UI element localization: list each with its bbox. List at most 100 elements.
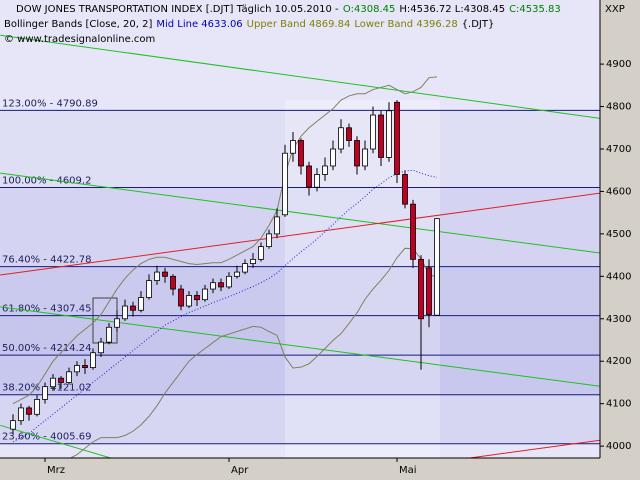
candle-body <box>370 114 376 150</box>
candle-body <box>234 271 240 277</box>
y-tick-label: 4700 <box>606 144 631 155</box>
trendline <box>0 424 111 458</box>
band-line <box>12 76 438 405</box>
fib-label: 50.00% - 4214.24 <box>2 343 91 354</box>
candle-body <box>178 288 184 307</box>
symbol: XXP <box>605 4 625 15</box>
candle-body <box>130 305 136 311</box>
header-part: Bollinger Bands [Close, 20, 2] <box>4 19 152 30</box>
header-part: DOW JONES TRANSPORTATION INDEX [.DJT] Tä… <box>16 4 339 15</box>
fib-zone <box>0 355 600 395</box>
candle-body <box>338 127 344 150</box>
candle-body <box>418 258 424 320</box>
fib-zone <box>0 187 600 267</box>
fib-label: 23.60% - 4005.69 <box>2 432 91 443</box>
header-part: O:4308.45 <box>343 4 395 15</box>
header-line: Bollinger Bands [Close, 20, 2] Mid Line 4… <box>4 19 494 30</box>
header: DOW JONES TRANSPORTATION INDEX [.DJT] Tä… <box>4 4 561 45</box>
y-tick-label: 4100 <box>606 399 631 410</box>
candle-body <box>330 148 336 167</box>
fib-label: 61.80% - 4307.45 <box>2 304 91 315</box>
candle-body <box>426 267 432 315</box>
header-part: © www.tradesignalonline.com <box>4 34 155 45</box>
fib-zone <box>0 266 600 316</box>
candle-body <box>202 288 208 301</box>
fib-label: 100.00% - 4609.2 <box>2 176 91 187</box>
header-part: Upper Band 4869.84 <box>247 19 351 30</box>
candle-body <box>346 127 352 141</box>
candle-body <box>434 218 440 316</box>
candle-body <box>58 377 64 383</box>
fib-zone <box>0 394 600 444</box>
trendline <box>0 172 600 254</box>
candle-body <box>298 140 304 167</box>
y-tick-label: 4900 <box>606 59 631 70</box>
candle-body <box>314 174 320 188</box>
candle-body <box>26 407 32 415</box>
candle-body <box>34 399 40 415</box>
trendline <box>0 192 600 276</box>
header-part: {.DJT} <box>462 19 495 30</box>
candle-body <box>266 233 272 248</box>
candle-body <box>186 295 192 307</box>
candle-body <box>106 326 112 343</box>
header-part: Mid Line 4633.06 <box>156 19 242 30</box>
candle-body <box>66 371 72 383</box>
x-tick-label: Apr <box>231 465 249 476</box>
header-part: Lower Band 4396.28 <box>354 19 457 30</box>
fib-label: 123.00% - 4790.89 <box>2 98 98 109</box>
candle-body <box>74 365 80 373</box>
candle-body <box>362 148 368 167</box>
candle-body <box>242 263 248 273</box>
x-tick-label: Mai <box>399 465 417 476</box>
candle-body <box>378 114 384 158</box>
candle-body <box>250 258 256 264</box>
candle-body <box>258 246 264 260</box>
candle-body <box>170 275 176 290</box>
candle-body <box>274 216 280 235</box>
y-tick-label: 4600 <box>606 186 631 197</box>
y-tick-label: 4000 <box>606 441 631 452</box>
candle-body <box>162 271 168 277</box>
candle-body <box>402 174 408 205</box>
candle-body <box>146 280 152 298</box>
band-line <box>69 247 438 458</box>
band-line <box>12 169 438 443</box>
candle-body <box>98 341 104 354</box>
candle-body <box>282 152 288 216</box>
candle-body <box>50 377 56 388</box>
candle-body <box>82 365 88 368</box>
axes: 4000 4100 4200 4300 4400 4500 4600 4700 4800 4900… <box>0 0 631 476</box>
zones <box>0 110 600 444</box>
candle-body <box>306 165 312 188</box>
y-tick-label: 4500 <box>606 229 631 240</box>
candle-body <box>122 305 128 320</box>
candle-body <box>114 318 120 328</box>
candle-body <box>10 420 16 430</box>
plot: 123.00% - 4790.89 100.00% - 4609.2 76.40% … <box>0 34 600 458</box>
y-tick-label: 4800 <box>606 102 631 113</box>
fib-label: 76.40% - 4422.78 <box>2 255 91 266</box>
candle-body <box>410 203 416 260</box>
candle-body <box>322 165 328 175</box>
trendline <box>469 439 600 458</box>
header-part: C:4535.83 <box>509 4 561 15</box>
candle-body <box>42 386 48 400</box>
candle-body <box>154 271 160 281</box>
trendline <box>0 306 600 387</box>
candle-body <box>226 275 232 288</box>
y-tick-label: 4300 <box>606 314 631 325</box>
candle-body <box>194 295 200 301</box>
candle-body <box>138 297 144 311</box>
candle-body <box>18 407 24 422</box>
candle-body <box>210 282 216 290</box>
candle-body <box>290 140 296 154</box>
candle-body <box>90 352 96 368</box>
candle-body <box>218 282 224 288</box>
y-tick-label: 4200 <box>606 356 631 367</box>
candle-body <box>394 101 400 175</box>
header-part: H:4536.72 L:4308.45 <box>399 4 505 15</box>
header-line: DOW JONES TRANSPORTATION INDEX [.DJT] Tä… <box>16 4 561 15</box>
candle-body <box>354 140 360 167</box>
